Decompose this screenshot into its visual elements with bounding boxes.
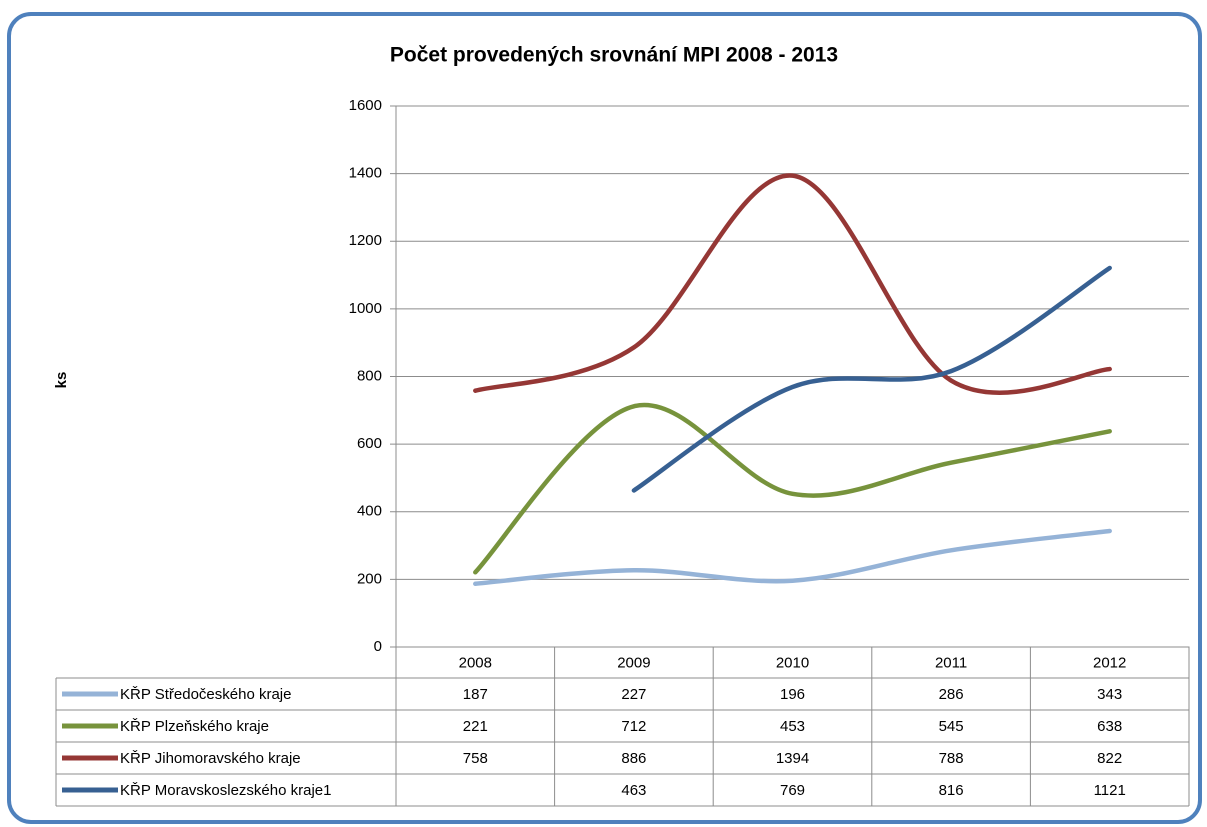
chart-title: Počet provedených srovnání MPI 2008 - 20… bbox=[390, 44, 838, 67]
table-value: 1121 bbox=[1094, 782, 1126, 799]
table-value: 816 bbox=[939, 782, 964, 799]
table-value: 1394 bbox=[776, 750, 809, 767]
table-value: 638 bbox=[1097, 718, 1122, 735]
table-value: 788 bbox=[939, 750, 964, 767]
legend-label: KŘP Plzeňského kraje bbox=[120, 718, 269, 735]
y-tick-label: 1400 bbox=[349, 165, 382, 182]
legend-label: KŘP Středočeského kraje bbox=[120, 686, 291, 703]
table-value: 221 bbox=[463, 718, 488, 735]
series-line bbox=[473, 173, 1112, 395]
y-axis-label: ks bbox=[53, 372, 70, 389]
x-tick-label: 2012 bbox=[1093, 654, 1126, 671]
x-tick-label: 2009 bbox=[617, 654, 650, 671]
y-tick-label: 800 bbox=[357, 367, 382, 384]
y-tick-label: 0 bbox=[374, 638, 382, 655]
chart-frame bbox=[7, 12, 1202, 824]
y-tick-label: 1000 bbox=[349, 300, 382, 317]
table-value: 758 bbox=[463, 750, 488, 767]
table-value: 187 bbox=[463, 686, 488, 703]
table-value: 453 bbox=[780, 718, 805, 735]
x-tick-label: 2011 bbox=[935, 654, 967, 671]
y-tick-label: 200 bbox=[357, 570, 382, 587]
table-value: 769 bbox=[780, 782, 805, 799]
table-value: 545 bbox=[939, 718, 964, 735]
legend-label: KŘP Jihomoravského kraje bbox=[120, 750, 301, 767]
x-tick-label: 2008 bbox=[459, 654, 492, 671]
table-value: 822 bbox=[1097, 750, 1122, 767]
table-value: 886 bbox=[621, 750, 646, 767]
table-value: 343 bbox=[1097, 686, 1122, 703]
table-value: 712 bbox=[621, 718, 646, 735]
series-line bbox=[473, 402, 1112, 575]
x-tick-label: 2010 bbox=[776, 654, 809, 671]
table-value: 463 bbox=[621, 782, 646, 799]
y-tick-label: 400 bbox=[357, 503, 382, 520]
legend-label: KŘP Moravskoslezského kraje1 bbox=[120, 782, 331, 799]
y-tick-label: 1600 bbox=[349, 97, 382, 114]
table-value: 227 bbox=[621, 686, 646, 703]
table-value: 286 bbox=[939, 686, 964, 703]
y-tick-label: 1200 bbox=[349, 232, 382, 249]
series-line bbox=[631, 265, 1112, 493]
y-tick-label: 600 bbox=[357, 435, 382, 452]
series-line bbox=[473, 528, 1112, 587]
table-value: 196 bbox=[780, 686, 805, 703]
